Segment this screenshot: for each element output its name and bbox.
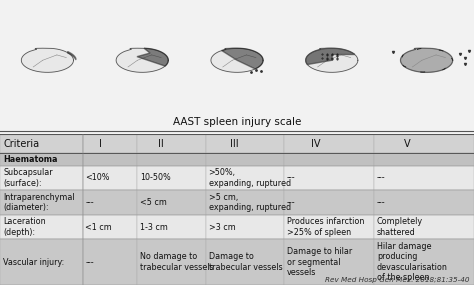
Text: I: I [99,139,102,148]
Polygon shape [306,48,358,72]
Bar [83,239,137,285]
Text: V: V [404,139,411,148]
Bar [284,153,374,166]
Polygon shape [222,48,263,69]
Text: ---: --- [85,198,94,207]
Bar [0,239,83,285]
Text: IV: IV [311,139,321,148]
Text: >3 cm: >3 cm [209,223,235,231]
Polygon shape [211,48,263,72]
Text: <5 cm: <5 cm [140,198,167,207]
Bar [206,166,284,190]
Bar [206,215,284,239]
Text: <1 cm: <1 cm [85,223,112,231]
Bar [374,239,474,285]
Bar [83,166,137,190]
Text: ---: --- [377,198,385,207]
Bar [284,190,374,215]
Text: 10-50%: 10-50% [140,173,171,182]
Text: >50%,
expanding, ruptured: >50%, expanding, ruptured [209,168,291,188]
Text: AAST spleen injury scale: AAST spleen injury scale [173,117,301,127]
Bar [137,239,206,285]
Bar [374,166,474,190]
Bar [137,215,206,239]
Text: 1-3 cm: 1-3 cm [140,223,168,231]
Bar [206,239,284,285]
Text: Rev Med Hosp Gen Mex. 2018;81:35-40: Rev Med Hosp Gen Mex. 2018;81:35-40 [325,278,469,284]
Bar [374,153,474,166]
Bar [0,215,83,239]
Bar [206,190,284,215]
Bar [374,190,474,215]
Bar [284,134,374,153]
Bar [0,153,83,166]
Polygon shape [306,48,355,64]
Text: <10%: <10% [85,173,110,182]
Bar [374,215,474,239]
Bar [83,153,137,166]
Text: Criteria: Criteria [4,139,40,148]
Bar [83,215,137,239]
Polygon shape [21,48,73,72]
Text: Damage to hilar
or segmental
vessels: Damage to hilar or segmental vessels [287,247,352,277]
Bar [0,166,83,190]
Bar [0,134,83,153]
Text: No damage to
trabecular vessels: No damage to trabecular vessels [140,253,213,272]
Polygon shape [137,48,168,66]
Text: Haematoma: Haematoma [3,155,58,164]
Text: Intraparenchymal
(diameter):: Intraparenchymal (diameter): [3,193,75,212]
Text: Hilar damage
producing
devascularisation
of the spleen: Hilar damage producing devascularisation… [377,242,448,282]
Bar [137,190,206,215]
Bar [137,134,206,153]
Polygon shape [401,48,453,72]
Text: III: III [229,139,238,148]
Text: II: II [158,139,164,148]
Bar [374,134,474,153]
Bar [0,190,83,215]
Polygon shape [401,48,453,72]
Polygon shape [116,48,168,72]
Bar [137,153,206,166]
Text: >5 cm,
expanding, ruptured: >5 cm, expanding, ruptured [209,193,291,212]
Bar [206,134,284,153]
Bar [284,215,374,239]
Text: ---: --- [287,173,295,182]
Text: Laceration
(depth):: Laceration (depth): [3,217,46,237]
Text: Damage to
trabecular vessels: Damage to trabecular vessels [209,253,282,272]
Bar [83,134,137,153]
Bar [284,239,374,285]
Text: Subcapsular
(surface):: Subcapsular (surface): [3,168,53,188]
Bar [284,166,374,190]
Text: Vascular injury:: Vascular injury: [3,258,64,267]
Text: Completely
shattered: Completely shattered [377,217,423,237]
Text: Produces infarction
>25% of spleen: Produces infarction >25% of spleen [287,217,364,237]
Bar [206,153,284,166]
Text: ---: --- [85,258,94,267]
Bar [137,166,206,190]
Text: ---: --- [287,198,295,207]
Bar [83,190,137,215]
Text: ---: --- [377,173,385,182]
